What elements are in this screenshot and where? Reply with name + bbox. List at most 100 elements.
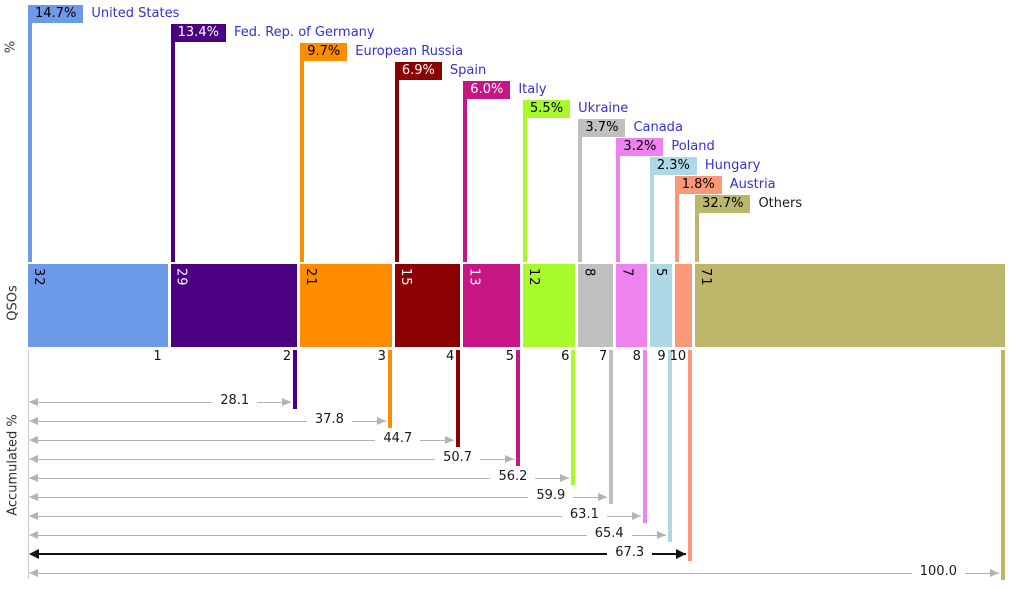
country-name: Canada [633, 120, 683, 135]
label-drop-line [523, 118, 528, 262]
segment-index-label: 8 [632, 349, 641, 364]
accumulated-value: 59.9 [528, 488, 574, 503]
segment-index-label: 3 [377, 349, 386, 364]
arrow-head-right [598, 493, 608, 501]
label-drop-line [300, 61, 305, 262]
country-label-row: 3.2% Poland [616, 138, 715, 156]
segment-value-label: 12 [526, 268, 542, 287]
accumulated-arrow-line [31, 402, 292, 403]
bar-segment: 8 [578, 264, 614, 347]
country-label-row: 9.7% European Russia [300, 43, 463, 61]
cumulative-tick-line [571, 350, 576, 485]
country-name: Hungary [704, 158, 761, 173]
bar-segment: 5 [649, 264, 672, 347]
accumulated-value: 67.3 [607, 545, 653, 560]
country-name: Fed. Rep. of Germany [233, 25, 375, 40]
country-label-row: 13.4% Fed. Rep. of Germany [170, 24, 375, 42]
country-label-row: 1.8% Austria [674, 176, 776, 194]
segment-index-label: 6 [561, 349, 570, 364]
segment-value-label: 32 [31, 268, 46, 287]
segment-value-label: 8 [581, 268, 597, 278]
bar-segment: 7 [616, 264, 647, 347]
arrow-head-left [29, 474, 38, 482]
arrow-head-left [29, 436, 38, 444]
percent-badge: 3.2% [616, 138, 664, 156]
accumulated-arrow-line [31, 573, 999, 574]
segment-index-label: 5 [505, 349, 515, 364]
label-drop-line [578, 137, 583, 262]
arrow-head-left [29, 512, 38, 520]
cumulative-tick-line [387, 350, 392, 428]
accumulated-arrow-line [31, 535, 666, 536]
cumulative-tick-line [642, 350, 647, 523]
percent-badge: 3.7% [578, 119, 626, 137]
label-drop-line [695, 213, 700, 262]
bar-segment: 21 [300, 264, 392, 347]
arrow-head-right [989, 569, 999, 577]
bar-segment: 29 [170, 264, 298, 347]
bar-segment: 15 [394, 264, 461, 347]
segment-index-label: 7 [599, 349, 608, 364]
arrow-head-left [29, 531, 38, 539]
country-name: United States [91, 6, 180, 21]
country-name: European Russia [355, 44, 464, 59]
accumulated-arrow-line [31, 497, 608, 498]
segment-value-label: 5 [652, 268, 668, 278]
country-label-row: 14.7% United States [28, 5, 179, 23]
segment-index-label: 1 [153, 349, 162, 364]
top-axis-unit-label: % [3, 40, 19, 54]
arrow-head-left [29, 455, 38, 463]
segment-value-label: 71 [698, 268, 714, 287]
arrow-head-left [29, 569, 38, 577]
accumulated-value: 65.4 [586, 526, 632, 541]
accumulated-value: 56.2 [490, 469, 536, 484]
accumulated-value-label: 44.7 [0, 431, 421, 446]
percent-badge: 14.7% [28, 5, 84, 23]
label-drop-line [674, 194, 679, 262]
bar-segment: 13 [463, 264, 521, 347]
percent-badge: 32.7% [695, 195, 751, 213]
arrow-head-right [505, 455, 515, 463]
accumulated-value: 100.0 [911, 564, 965, 579]
segment-index-label: 4 [446, 349, 455, 364]
accumulated-value: 28.1 [212, 393, 258, 408]
country-name: Austria [729, 177, 776, 192]
label-drop-line [649, 175, 654, 262]
arrow-head-left [29, 493, 38, 501]
country-label-row: 5.5% Ukraine [523, 100, 628, 118]
country-name: Ukraine [578, 101, 629, 116]
cumulative-tick-line [516, 350, 521, 466]
segment-index-label: 2 [282, 349, 292, 364]
label-drop-line [616, 156, 621, 262]
arrow-head-left [29, 398, 38, 406]
bar-axis-unit-label: QSOs [5, 285, 21, 321]
cumulative-tick-line [1000, 350, 1005, 580]
accumulated-value-label: 50.7 [0, 450, 481, 465]
segment-value-label: 29 [173, 268, 189, 287]
percent-badge: 9.7% [300, 43, 348, 61]
percent-badge: 2.3% [649, 157, 697, 175]
cumulative-tick-line [667, 350, 672, 542]
label-drop-line [170, 42, 175, 262]
accumulated-value: 50.7 [435, 450, 481, 465]
country-label-row: 3.7% Canada [578, 119, 683, 137]
arrow-head-right [282, 398, 292, 406]
percent-badge: 13.4% [170, 24, 226, 42]
country-name: Italy [518, 82, 547, 97]
arrow-head-left [29, 417, 38, 425]
segment-value-label: 13 [466, 268, 482, 287]
accumulated-value-label: 100.0 [0, 564, 965, 579]
cumulative-tick-line [688, 350, 693, 561]
country-name: Spain [449, 63, 487, 78]
arrow-head-right [560, 474, 570, 482]
segment-index-label: 10 [669, 349, 687, 364]
label-drop-line [394, 80, 399, 262]
arrow-head-left [29, 549, 39, 559]
arrow-head-right [676, 549, 687, 559]
accumulated-value: 44.7 [375, 431, 421, 446]
arrow-head-right [656, 531, 666, 539]
accumulated-value-label: 37.8 [0, 412, 352, 427]
accumulated-value-label: 67.3 [0, 545, 653, 560]
accumulated-arrow-line [31, 478, 570, 479]
